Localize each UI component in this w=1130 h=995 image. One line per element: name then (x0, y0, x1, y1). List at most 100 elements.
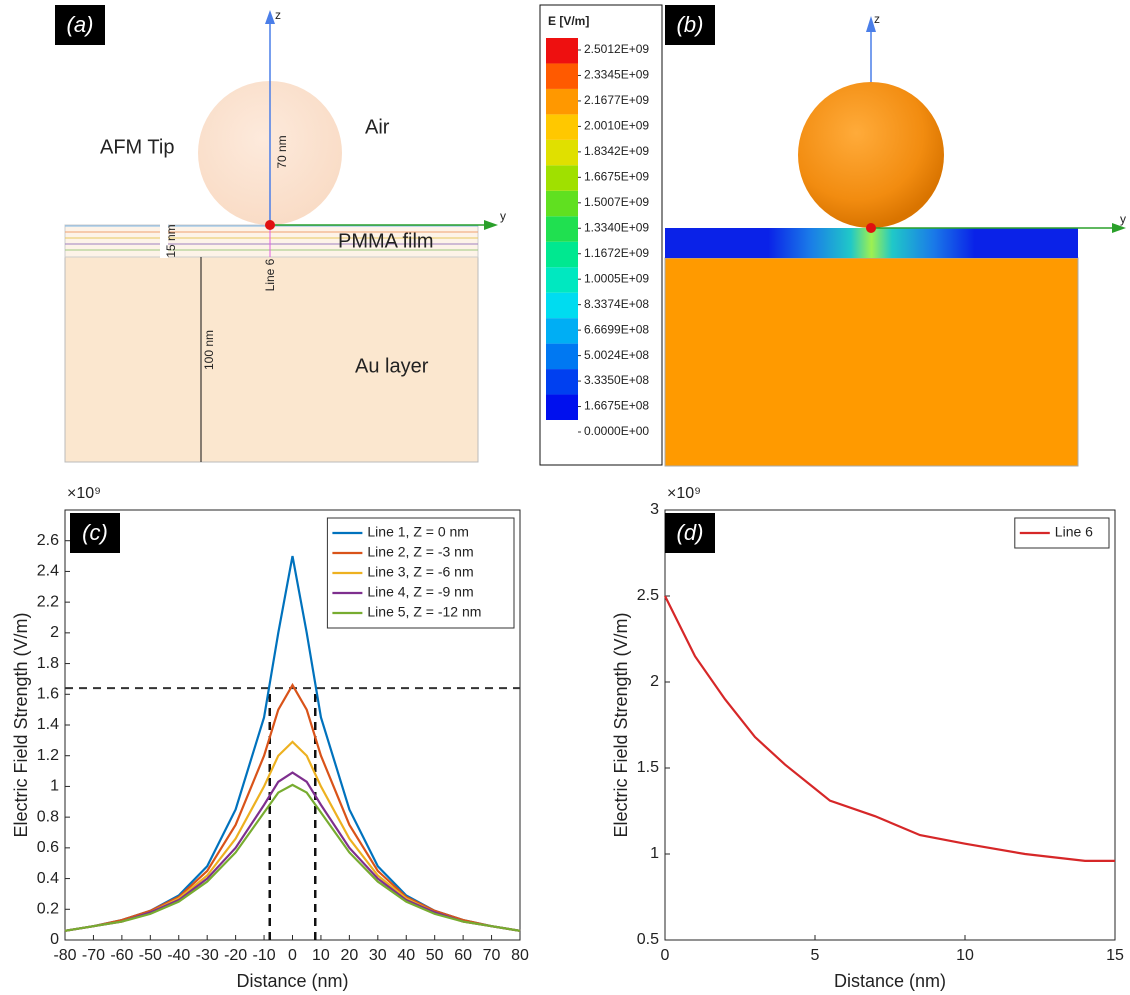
color-band (546, 318, 578, 344)
color-band (546, 241, 578, 268)
colorbar-label: 0.0000E+00 (584, 424, 649, 438)
au-layer (64, 256, 479, 463)
colorbar-label: 1.0005E+09 (584, 271, 649, 285)
label: Line 6 (263, 258, 277, 291)
y-axis-label: Electric Field Strength (V/m) (611, 612, 631, 837)
label: Au layer (355, 355, 429, 377)
color-band (546, 369, 578, 395)
panel-badge (665, 513, 715, 553)
x-tick-label: 0 (661, 947, 670, 964)
y-tick-label: 0.8 (37, 808, 59, 825)
series-line (64, 740, 521, 932)
arrow (265, 10, 275, 24)
colorbar-label: 2.0010E+09 (584, 119, 649, 133)
x-tick-label: -80 (53, 947, 76, 964)
pmma-film (665, 228, 1078, 258)
origin (866, 223, 876, 233)
y-tick-label: 1 (50, 778, 59, 795)
x-tick-label: 15 (1106, 947, 1124, 964)
label: 15 nm (164, 224, 178, 257)
panel-label: (d) (677, 520, 704, 545)
y-tick-label: 2.4 (37, 563, 59, 580)
arrow (1112, 223, 1126, 233)
plot-frame (664, 509, 1116, 941)
au-layer (664, 257, 1079, 467)
panel-label: (a) (67, 12, 94, 37)
y-tick-label: 2.2 (37, 593, 59, 610)
x-axis-label: Distance (nm) (834, 971, 946, 991)
y-tick-label: 1.5 (637, 759, 659, 776)
y-tick-label: 2 (50, 624, 59, 641)
x-tick-label: 10 (956, 947, 974, 964)
legend-label: Line 4, Z = -9 nm (367, 584, 473, 600)
y-tick-label: 1.6 (37, 686, 59, 703)
legend-label: Line 1, Z = 0 nm (367, 524, 469, 540)
color-band (546, 190, 578, 217)
colorbar-label: 2.1677E+09 (584, 93, 649, 107)
x-axis-label: Distance (nm) (236, 971, 348, 991)
colorbar-label: 1.5007E+09 (584, 195, 649, 209)
x-tick-label: -50 (139, 947, 162, 964)
label: AFM Tip (100, 136, 174, 158)
x-tick-label: -70 (82, 947, 105, 964)
color-band (546, 114, 578, 140)
afm-tip (798, 82, 944, 228)
colorbar-label: 6.6699E+08 (584, 322, 649, 336)
label: PMMA film (338, 230, 434, 252)
color-band (546, 139, 578, 166)
color-band (546, 343, 578, 370)
panel-badge (55, 5, 105, 45)
colorbar-label: 1.1672E+09 (584, 246, 649, 260)
panel-b: E [V/m] 0.0000E+00 1.6675E+08 3.3350E+08 5.… (539, 4, 1126, 467)
series-line (664, 595, 1115, 862)
legend-label: Line 5, Z = -12 nm (367, 604, 481, 620)
panel-badge (665, 5, 715, 45)
colorbar-title: E [V/m] (548, 14, 589, 28)
y-tick-label: 1.4 (37, 716, 59, 733)
colorbar: 0.0000E+00 1.6675E+08 3.3350E+08 5.0024E+08… (546, 38, 649, 438)
y-multiplier: ×10⁹ (67, 485, 101, 502)
y-tick-label: 2.6 (37, 532, 59, 549)
charts: -80 -70 -60 -50 -40 -30 -20 -10 0 10 20 30 40 50 60 70 8… (11, 485, 1124, 991)
axis-label: z (275, 8, 281, 22)
y-axis-label: Electric Field Strength (V/m) (11, 612, 31, 837)
legend-label: Line 6 (1055, 524, 1093, 540)
color-band (546, 63, 578, 89)
origin (265, 220, 275, 230)
arrow (866, 16, 876, 32)
y-tick-label: 0.4 (37, 870, 59, 887)
y-tick-label: 2.5 (637, 587, 659, 604)
label: 100 nm (202, 330, 216, 370)
colorbar-label: 1.3340E+09 (584, 220, 649, 234)
y-tick-label: 0.5 (637, 931, 659, 948)
color-band (546, 292, 578, 319)
color-band (546, 394, 578, 420)
colorbar-label: 2.3345E+09 (584, 68, 649, 82)
y-tick-label: 3 (650, 501, 659, 518)
colorbar-label: 1.8342E+09 (584, 144, 649, 158)
series-line (64, 771, 521, 932)
colorbar-label: 1.6675E+09 (584, 170, 649, 184)
colorbar-label: 1.6675E+08 (584, 399, 649, 413)
colorbar-label: 3.3350E+08 (584, 373, 649, 387)
y-tick-label: 1 (650, 845, 659, 862)
y-tick-label: 0.2 (37, 901, 59, 918)
axis-label: y (1120, 212, 1126, 226)
pmma-film (64, 224, 479, 258)
x-tick-label: 5 (811, 947, 820, 964)
y-tick-label: 2 (650, 673, 659, 690)
panel-badge (70, 513, 120, 553)
gap (160, 224, 168, 258)
color-band (546, 165, 578, 191)
x-tick-label: -10 (253, 947, 276, 964)
axis-label: y (500, 209, 506, 223)
y-tick-label: 0 (50, 931, 59, 948)
x-tick-label: 30 (369, 947, 387, 964)
x-tick-label: 20 (340, 947, 358, 964)
series-line (64, 682, 521, 932)
color-band (546, 267, 578, 293)
x-tick-label: 0 (288, 947, 297, 964)
label: Air (365, 116, 390, 138)
y-tick-label: 0.6 (37, 839, 59, 856)
x-tick-label: 60 (454, 947, 472, 964)
